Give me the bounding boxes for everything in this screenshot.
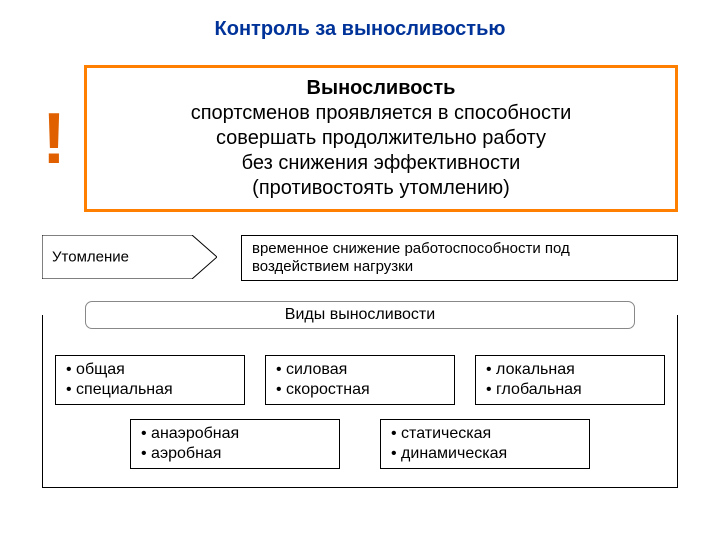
types-container: Виды выносливости • общая • специальная … xyxy=(42,315,678,488)
fatigue-arrow-block: Утомление xyxy=(42,235,217,279)
types-cell: • анаэробная • аэробная xyxy=(130,419,340,469)
list-item: • локальная xyxy=(486,360,654,380)
definition-bold: Выносливость xyxy=(307,77,456,99)
types-row-2: • анаэробная • аэробная • статическая • … xyxy=(55,419,665,469)
fatigue-description: временное снижение работоспособности под… xyxy=(241,235,678,281)
definition-line3: без снижения эффективности xyxy=(242,152,521,174)
fatigue-row: Утомление временное снижение работоспосо… xyxy=(42,235,678,281)
fatigue-label: Утомление xyxy=(52,249,129,266)
list-item: • силовая xyxy=(276,360,444,380)
list-item: • специальная xyxy=(66,380,234,400)
definition-block: ! Выносливость спортсменов проявляется в… xyxy=(42,65,678,212)
list-item: • скоростная xyxy=(276,380,444,400)
list-item: • статическая xyxy=(391,424,579,444)
list-item: • аэробная xyxy=(141,444,329,464)
list-item: • анаэробная xyxy=(141,424,329,444)
definition-line4: (противостоять утомлению) xyxy=(252,177,510,199)
definition-line2: совершать продолжительно работу xyxy=(216,127,546,149)
list-item: • общая xyxy=(66,360,234,380)
types-cell: • локальная • глобальная xyxy=(475,355,665,405)
types-cell: • общая • специальная xyxy=(55,355,245,405)
types-cell: • силовая • скоростная xyxy=(265,355,455,405)
list-item: • глобальная xyxy=(486,380,654,400)
exclamation-icon: ! xyxy=(42,103,66,175)
types-header: Виды выносливости xyxy=(85,301,635,329)
types-cell: • статическая • динамическая xyxy=(380,419,590,469)
types-row-1: • общая • специальная • силовая • скорос… xyxy=(55,355,665,405)
definition-box: Выносливость спортсменов проявляется в с… xyxy=(84,65,678,212)
page-title: Контроль за выносливостью xyxy=(0,0,720,41)
list-item: • динамическая xyxy=(391,444,579,464)
definition-line1: спортсменов проявляется в способности xyxy=(191,102,572,124)
fatigue-description-text: временное снижение работоспособности под… xyxy=(252,240,667,276)
